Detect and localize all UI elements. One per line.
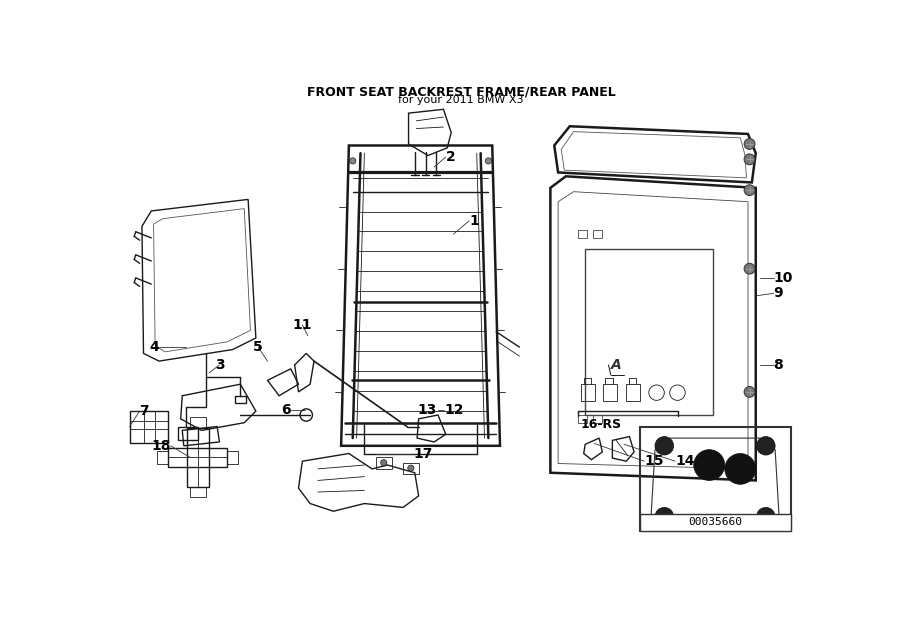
Circle shape bbox=[744, 185, 755, 196]
Bar bbox=[190, 417, 205, 428]
Text: for your 2011 BMW X3: for your 2011 BMW X3 bbox=[399, 95, 524, 105]
Bar bbox=[578, 415, 587, 423]
Text: 11: 11 bbox=[292, 318, 312, 332]
Bar bbox=[403, 463, 418, 474]
Text: 3: 3 bbox=[214, 358, 224, 372]
Circle shape bbox=[655, 436, 673, 455]
Text: 00035660: 00035660 bbox=[688, 517, 742, 527]
Text: 9: 9 bbox=[774, 286, 783, 300]
Circle shape bbox=[381, 460, 387, 466]
Circle shape bbox=[744, 138, 755, 149]
Text: 17: 17 bbox=[413, 446, 433, 460]
Circle shape bbox=[724, 453, 756, 485]
Bar bbox=[640, 514, 790, 530]
Text: 12: 12 bbox=[445, 403, 464, 417]
Bar bbox=[585, 250, 713, 415]
Bar bbox=[227, 451, 238, 464]
Circle shape bbox=[694, 450, 724, 481]
Circle shape bbox=[744, 264, 755, 274]
Bar bbox=[168, 448, 227, 467]
Text: 13: 13 bbox=[417, 403, 436, 417]
Text: 10: 10 bbox=[774, 271, 793, 285]
Circle shape bbox=[757, 436, 775, 455]
Text: 15: 15 bbox=[644, 454, 663, 468]
Bar bbox=[187, 428, 209, 486]
Bar bbox=[158, 451, 168, 464]
Circle shape bbox=[655, 507, 673, 526]
Bar bbox=[130, 411, 168, 443]
Bar bbox=[593, 415, 602, 423]
Bar bbox=[593, 231, 602, 238]
Circle shape bbox=[408, 465, 414, 471]
Bar bbox=[626, 384, 640, 401]
Text: FRONT SEAT BACKREST FRAME/REAR PANEL: FRONT SEAT BACKREST FRAME/REAR PANEL bbox=[307, 86, 616, 98]
Text: 7: 7 bbox=[140, 404, 149, 418]
Circle shape bbox=[757, 507, 775, 526]
Text: 6: 6 bbox=[281, 403, 291, 417]
Bar bbox=[178, 427, 198, 441]
Circle shape bbox=[744, 154, 755, 164]
Text: 5: 5 bbox=[253, 340, 263, 354]
Circle shape bbox=[349, 158, 356, 164]
Text: 18: 18 bbox=[151, 439, 171, 453]
Circle shape bbox=[485, 158, 491, 164]
Bar bbox=[581, 384, 595, 401]
Bar bbox=[235, 396, 246, 403]
Text: 4: 4 bbox=[149, 340, 159, 354]
Bar bbox=[376, 457, 392, 469]
Text: 14: 14 bbox=[675, 454, 695, 468]
Bar bbox=[640, 427, 790, 530]
Text: 2: 2 bbox=[446, 150, 455, 164]
Bar bbox=[578, 231, 587, 238]
Text: 16-RS: 16-RS bbox=[580, 418, 621, 431]
Text: 1: 1 bbox=[469, 214, 479, 228]
Circle shape bbox=[744, 387, 755, 398]
Text: 8: 8 bbox=[774, 358, 783, 372]
Bar bbox=[603, 384, 617, 401]
Text: A: A bbox=[611, 358, 622, 372]
Bar bbox=[190, 486, 205, 497]
